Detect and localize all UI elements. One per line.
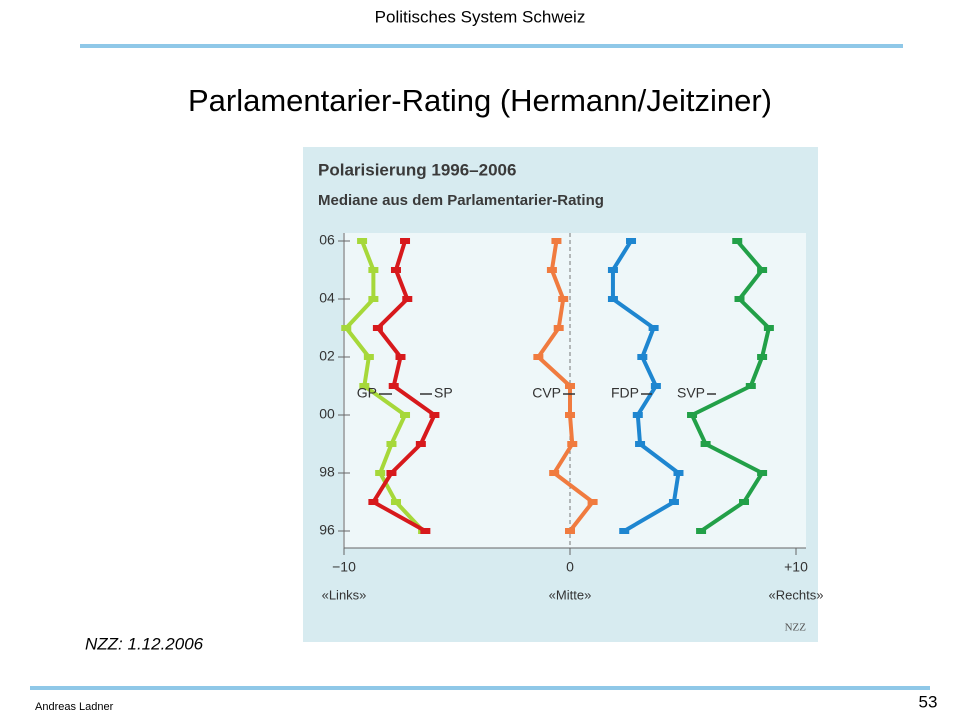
- point: [551, 238, 562, 244]
- point: [626, 238, 637, 244]
- point: [390, 267, 401, 273]
- slide-title: Parlamentarier-Rating (Hermann/Jeitziner…: [188, 83, 772, 118]
- x-tick-label: −10: [332, 559, 356, 575]
- point: [372, 325, 383, 331]
- y-tick-label: 06: [319, 232, 335, 248]
- plot: 06 04 02 00 98 96 −10 «Links» 0 «Mitte» +10 «Rechts…: [319, 232, 823, 603]
- x-tick-label: 0: [566, 559, 574, 575]
- point: [357, 238, 368, 244]
- point: [363, 354, 374, 360]
- point: [673, 470, 684, 476]
- chart-logo: NZZ: [785, 622, 807, 634]
- series-label: SVP: [677, 385, 705, 401]
- x-tick-sublabel: «Links»: [322, 587, 367, 602]
- point: [565, 528, 575, 534]
- point: [650, 383, 661, 389]
- point: [558, 296, 569, 302]
- point: [565, 412, 575, 418]
- point: [546, 267, 557, 273]
- x-tick-label: +10: [784, 559, 808, 575]
- slide-header: Politisches System Schweiz: [375, 7, 586, 26]
- point: [415, 441, 426, 447]
- point: [648, 325, 659, 331]
- y-tick-label: 02: [319, 348, 335, 364]
- point: [388, 383, 399, 389]
- point: [368, 296, 379, 302]
- point: [687, 412, 698, 418]
- point: [341, 325, 352, 331]
- point: [587, 499, 598, 505]
- point: [668, 499, 679, 505]
- point: [553, 325, 564, 331]
- point: [734, 296, 745, 302]
- point: [402, 296, 413, 302]
- footer-rule: [30, 686, 930, 690]
- x-tick-sublabel: «Rechts»: [769, 587, 824, 602]
- x-tick-sublabel: «Mitte»: [549, 587, 592, 602]
- point: [757, 354, 768, 360]
- point: [549, 470, 560, 476]
- point: [565, 383, 575, 389]
- series-label: FDP: [611, 385, 639, 401]
- point: [567, 441, 578, 447]
- point: [696, 528, 707, 534]
- point: [400, 238, 411, 244]
- point: [395, 354, 406, 360]
- point: [533, 354, 544, 360]
- point: [368, 499, 379, 505]
- series-label: SP: [434, 385, 453, 401]
- point: [607, 296, 618, 302]
- point: [619, 528, 630, 534]
- point: [420, 528, 431, 534]
- point: [386, 470, 397, 476]
- point: [635, 441, 646, 447]
- point: [390, 499, 401, 505]
- point: [637, 354, 648, 360]
- point: [763, 325, 774, 331]
- series-label: GP: [357, 385, 377, 401]
- chart-subtitle: Mediane aus dem Parlamentarier-Rating: [318, 192, 604, 209]
- point: [429, 412, 440, 418]
- y-tick-label: 96: [319, 522, 335, 538]
- series-label: CVP: [532, 385, 561, 401]
- plot-area: [343, 233, 806, 548]
- author: Andreas Ladner: [35, 701, 114, 713]
- y-tick-label: 98: [319, 464, 335, 480]
- chart-title: Polarisierung 1996–2006: [318, 160, 516, 179]
- point: [375, 470, 386, 476]
- page-number: 53: [919, 692, 938, 711]
- header-rule: [80, 44, 903, 48]
- point: [400, 412, 411, 418]
- point: [739, 499, 750, 505]
- y-tick-label: 00: [319, 406, 335, 422]
- source-note: NZZ: 1.12.2006: [85, 634, 204, 653]
- point: [757, 470, 768, 476]
- point: [386, 441, 397, 447]
- point: [632, 412, 643, 418]
- point: [607, 267, 618, 273]
- y-tick-label: 04: [319, 290, 335, 306]
- point: [368, 267, 379, 273]
- point: [700, 441, 711, 447]
- point: [757, 267, 768, 273]
- point: [745, 383, 756, 389]
- point: [732, 238, 743, 244]
- point: [359, 383, 370, 389]
